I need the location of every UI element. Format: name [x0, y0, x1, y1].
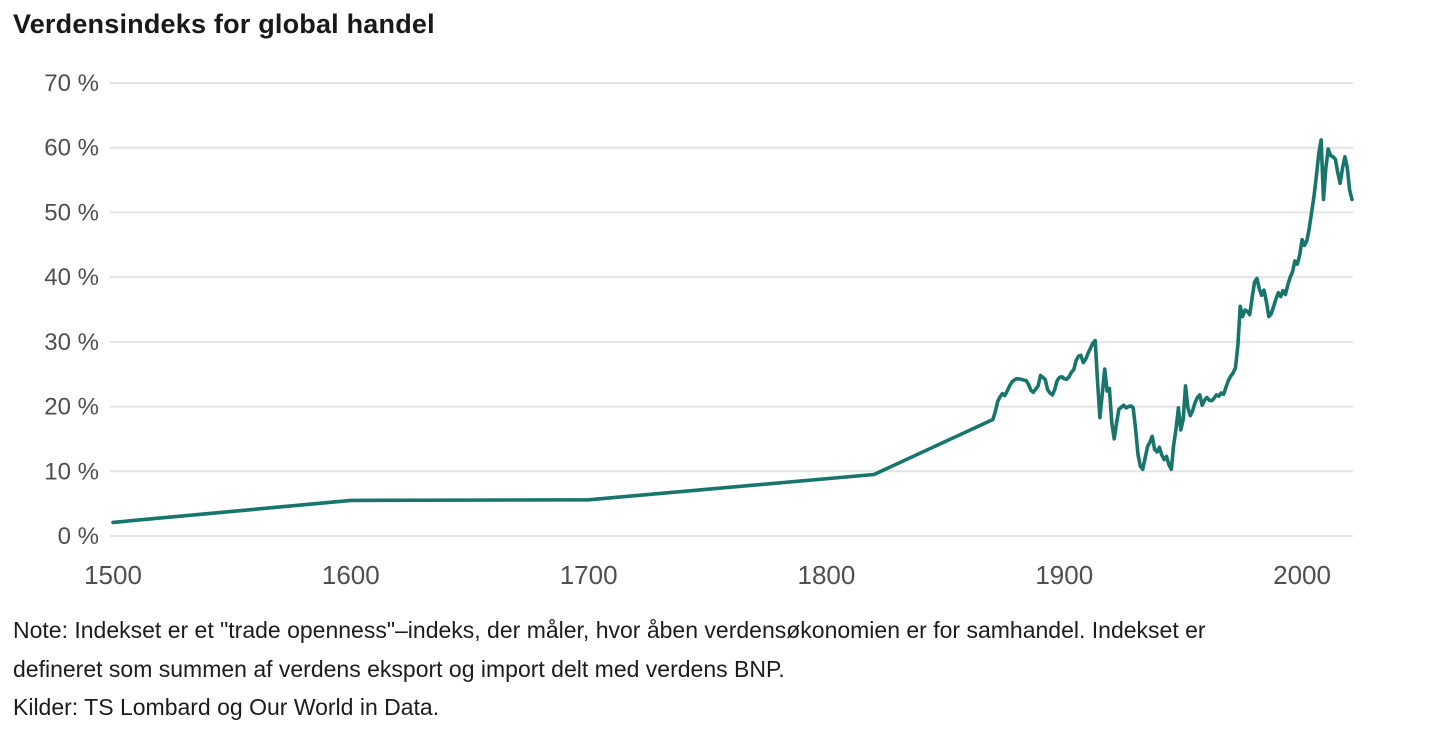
footnote-line-1: Note: Indekset er et "trade openness"–in…	[13, 617, 1206, 643]
y-tick-label-20: 20 %	[44, 394, 99, 421]
x-tick-label-1900: 1900	[1035, 560, 1093, 590]
footnote-line-2: defineret som summen af verdens eksport …	[13, 655, 785, 682]
y-tick-label-0: 0 %	[58, 523, 99, 550]
footnote-source: Kilder: TS Lombard og Our World in Data.	[13, 694, 440, 720]
trade-openness-line	[111, 138, 1354, 525]
y-tick-label-50: 50 %	[44, 199, 99, 226]
y-tick-label-70: 70 %	[44, 70, 99, 97]
x-axis-labels: 1500 1600 1700 1800 1900 2000	[84, 560, 1331, 590]
trade-openness-chart: 0 %10 %20 %30 %40 %50 %60 %70 %1500 1600 1…	[44, 70, 1354, 590]
x-tick-label-1700: 1700	[560, 560, 618, 590]
chart-footnote: Note: Indekset er et "trade openness"–in…	[13, 611, 1413, 727]
y-tick-label-60: 60 %	[44, 135, 99, 162]
x-tick-label-2000: 2000	[1273, 560, 1331, 590]
x-tick-label-1500: 1500	[84, 560, 142, 590]
y-axis-labels: 0 % 10 % 20 % 30 % 40 % 50 % 60 % 70 %	[44, 70, 99, 550]
y-tick-label-30: 30 %	[44, 329, 99, 356]
x-tick-label-1600: 1600	[322, 560, 380, 590]
x-tick-label-1800: 1800	[798, 560, 856, 590]
y-tick-label-10: 10 %	[44, 458, 99, 485]
page-title: Verdensindeks for global handel	[13, 9, 435, 39]
y-tick-label-40: 40 %	[44, 264, 99, 291]
gridlines	[110, 82, 1353, 537]
